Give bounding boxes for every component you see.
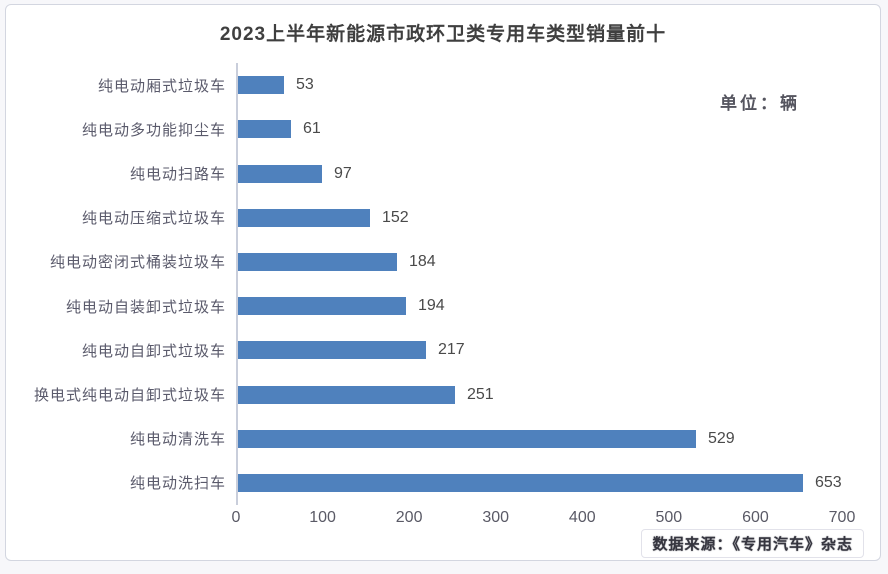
unit-label: 单位：辆 [720,94,800,113]
x-tick-label: 200 [395,509,423,526]
x-tick-label: 700 [828,509,856,526]
bar [238,341,426,360]
bar-row: 纯电动洗扫车 653 [6,460,856,506]
chart-frame: 2023上半年新能源市政环卫类专用车类型销量前十 单位：辆 纯电动厢式垃圾车 53… [5,4,881,561]
category-label: 纯电动密闭式桶装垃圾车 [49,254,226,272]
value-label: 97 [334,164,352,182]
bar-rows: 纯电动厢式垃圾车 53 纯电动多功能抑尘车 61 纯电动扫路车 97 纯电动压缩式垃圾车 15… [6,63,856,506]
x-tick-label: 300 [482,509,510,526]
bar-row: 纯电动自装卸式垃圾车 194 [6,284,856,329]
category-label: 纯电动洗扫车 [129,475,226,493]
category-label: 纯电动扫路车 [129,166,226,183]
category-label: 换电式纯电动自卸式垃圾车 [33,387,226,405]
category-label: 纯电动压缩式垃圾车 [81,210,226,228]
bar [238,297,406,316]
bar-track: 184 [236,239,844,285]
value-label: 194 [418,297,445,315]
bar-track: 251 [236,372,844,417]
value-label: 217 [438,341,465,359]
source-note: 数据来源：《专用汽车》杂志 [641,529,864,558]
bar-row: 纯电动厢式垃圾车 53 [6,63,856,108]
bar-track: 529 [236,416,844,461]
bar-track: 97 [236,151,844,196]
category-label: 纯电动多功能抑尘车 [81,121,226,139]
x-axis: 0 100 200 300 400 500 600 700 [232,509,856,531]
bar [238,76,284,95]
value-label: 653 [815,473,842,491]
bar-track: 61 [236,107,844,152]
bar [238,385,455,404]
value-label: 53 [296,76,314,94]
bar-track: 152 [236,195,844,240]
bar [238,208,370,227]
category-label: 纯电动自卸式垃圾车 [81,342,226,360]
bar-track: 217 [236,328,844,373]
x-tick-label: 100 [309,509,336,526]
x-tick-label: 0 [231,509,241,526]
bar [238,252,397,271]
bar-row: 纯电动自卸式垃圾车 217 [6,328,856,373]
bar-row: 换电式纯电动自卸式垃圾车 251 [6,372,856,417]
bar [238,473,803,492]
bar-row: 纯电动密闭式桶装垃圾车 184 [6,239,856,285]
category-label: 纯电动清洗车 [129,431,226,449]
bar-track: 653 [236,460,844,506]
bar-row: 纯电动清洗车 529 [6,416,856,461]
category-label: 纯电动自装卸式垃圾车 [65,298,226,316]
bar [238,429,696,448]
x-tick-label: 500 [655,509,683,526]
bar [238,164,322,183]
bar-track: 53 [236,63,844,108]
bar-track: 194 [236,284,844,329]
bar-row: 纯电动扫路车 97 [6,151,856,196]
value-label: 184 [409,252,436,270]
value-label: 251 [467,385,494,403]
chart-title: 2023上半年新能源市政环卫类专用车类型销量前十 [219,24,667,45]
value-label: 61 [303,120,321,138]
value-label: 529 [708,429,735,447]
value-label: 152 [382,208,409,226]
x-tick-label: 400 [568,509,596,526]
bar [238,120,291,139]
x-tick-label: 600 [742,509,769,526]
category-label: 纯电动厢式垃圾车 [97,77,226,95]
bar-row: 纯电动多功能抑尘车 61 [6,107,856,152]
bar-row: 纯电动压缩式垃圾车 152 [6,195,856,240]
